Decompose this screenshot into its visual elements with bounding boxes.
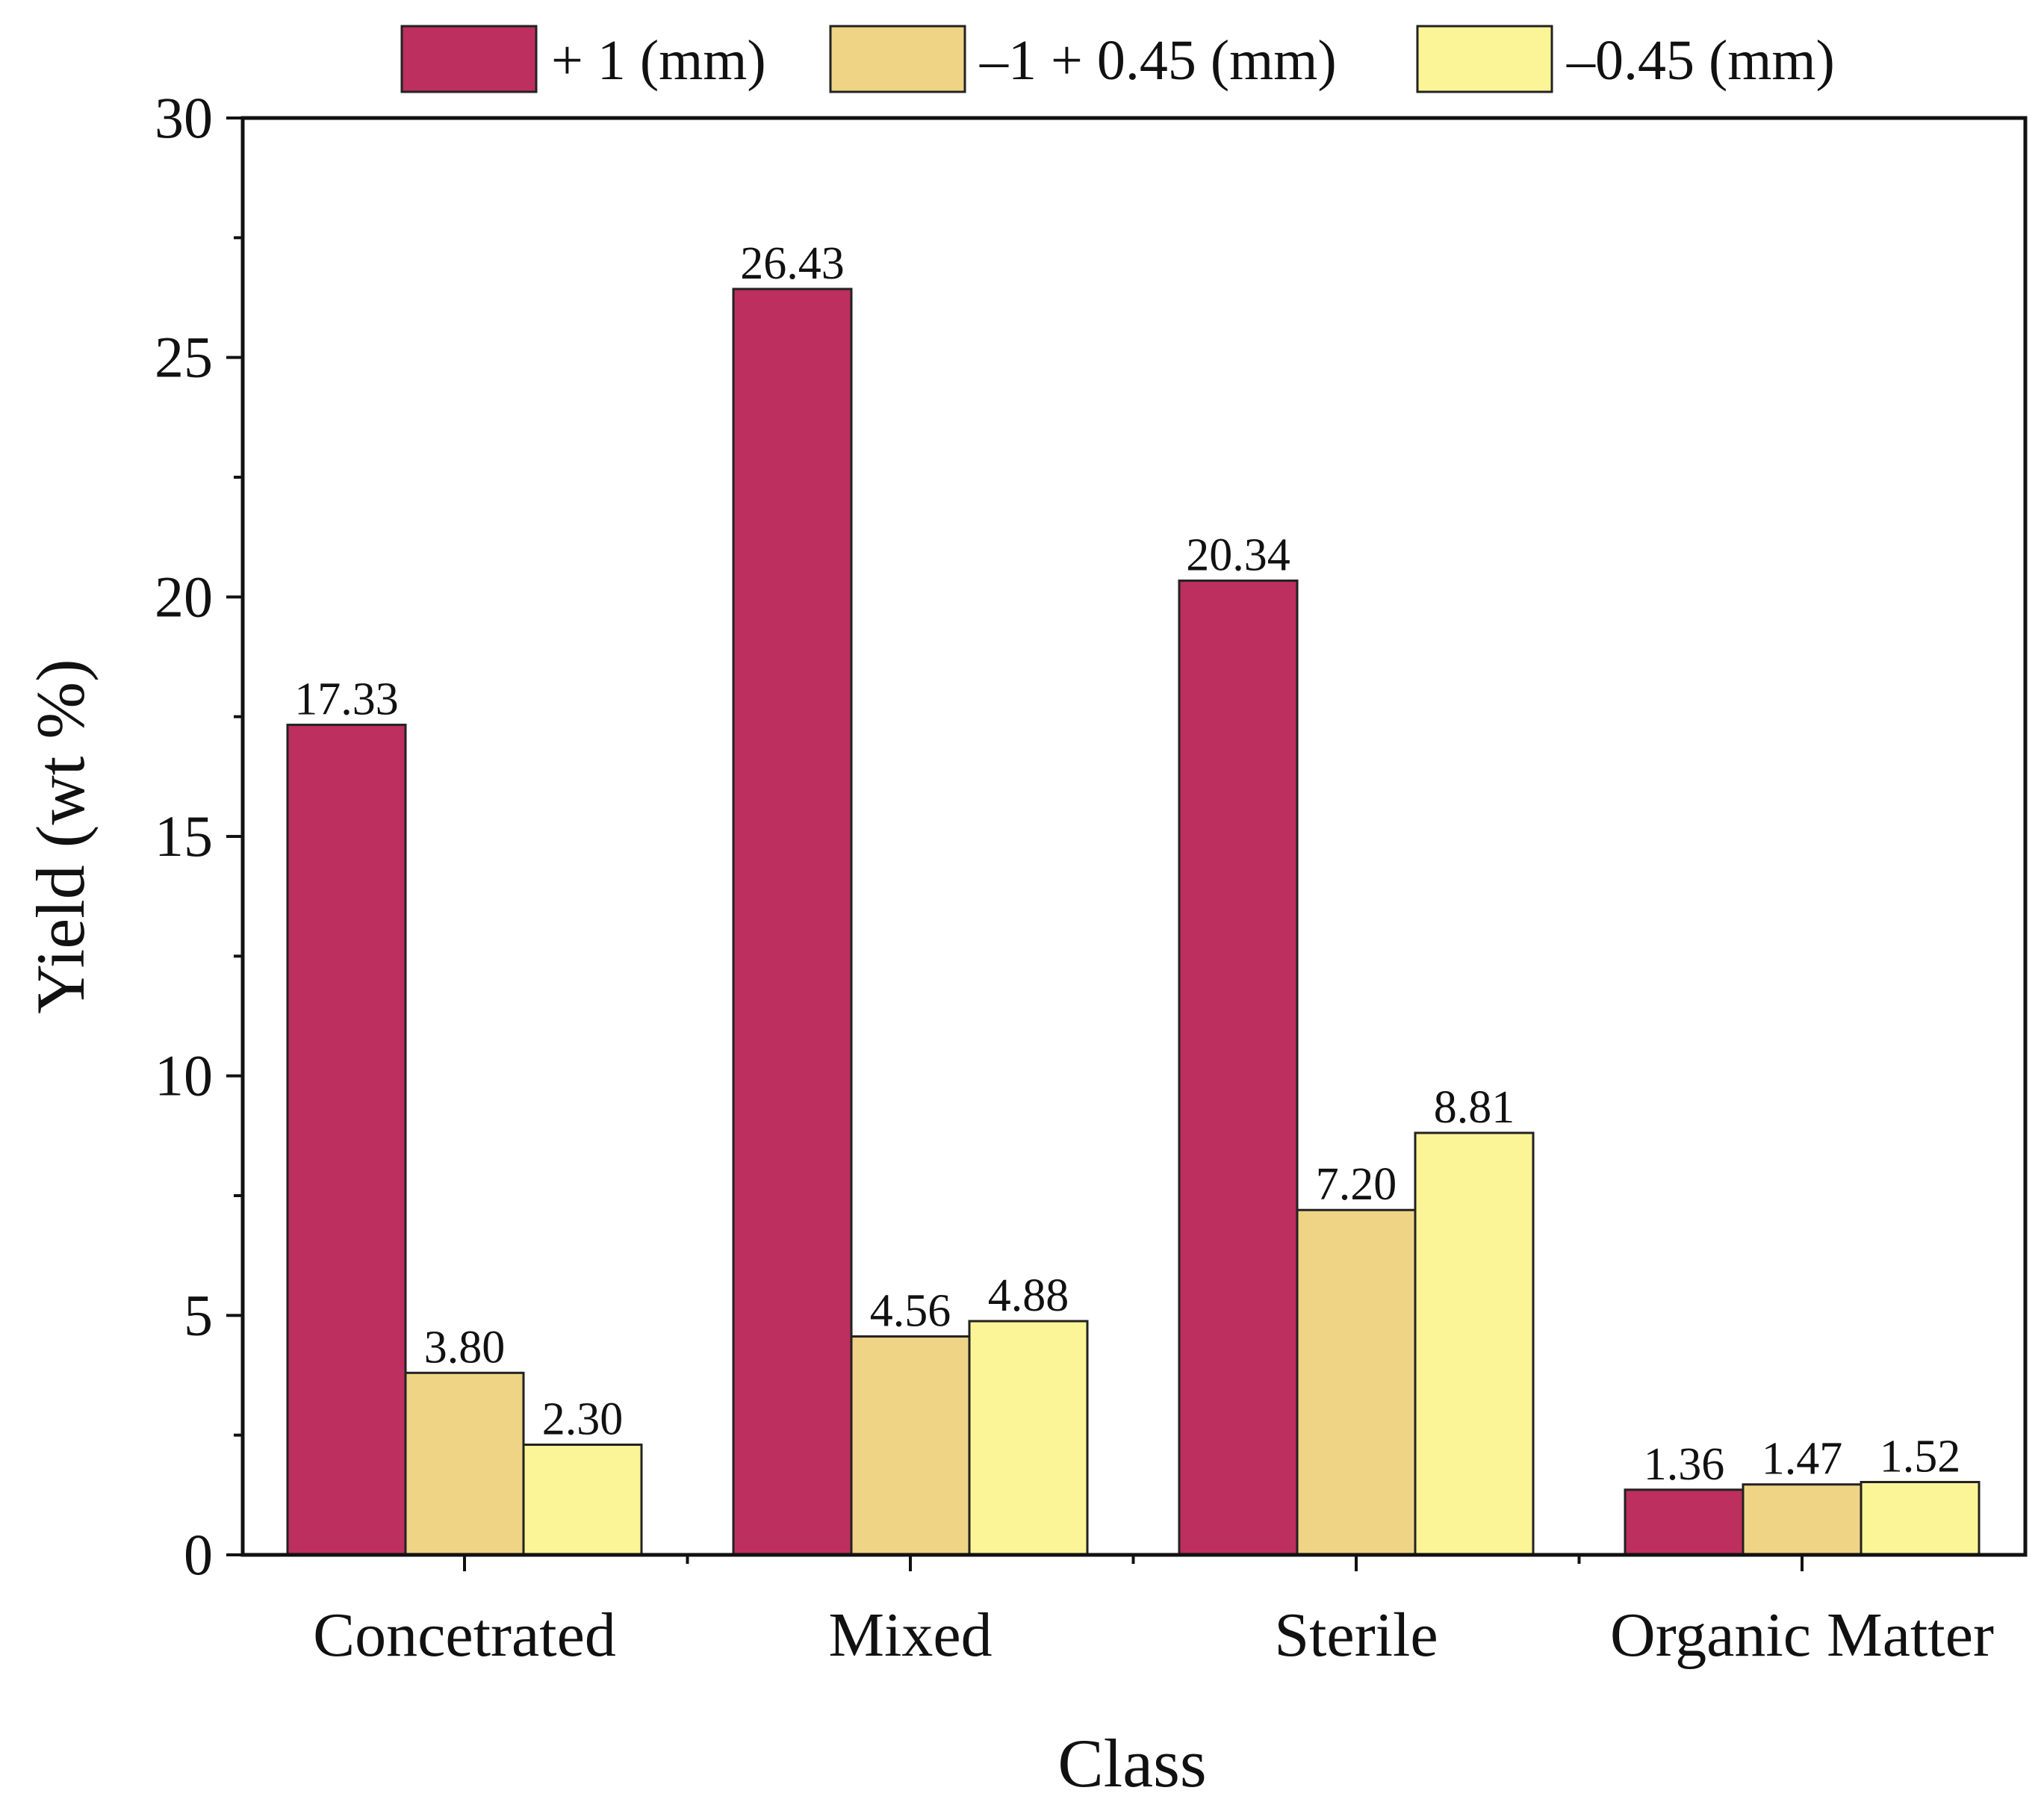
y-tick-label: 10 bbox=[155, 1043, 213, 1108]
axis-frame bbox=[240, 116, 2028, 1557]
y-tick-label: 20 bbox=[155, 564, 213, 629]
y-axis-title: Yield (wt %) bbox=[22, 659, 99, 1013]
y-tick-label: 5 bbox=[184, 1282, 213, 1347]
x-category-label: Concetrated bbox=[313, 1600, 616, 1670]
bar-value-label: 4.56 bbox=[870, 1286, 951, 1337]
legend-swatch bbox=[400, 25, 538, 93]
bar-value-label: 1.47 bbox=[1762, 1434, 1843, 1485]
y-tick-label: 15 bbox=[155, 804, 213, 869]
x-category-label: Sterile bbox=[1274, 1600, 1438, 1670]
bar-series-3 bbox=[968, 1320, 1089, 1556]
y-tick-label: 25 bbox=[155, 325, 213, 390]
bar-value-label: 4.88 bbox=[988, 1270, 1069, 1321]
x-axis: Concetrated Mixed Sterile Organic Matter bbox=[313, 1555, 1994, 1670]
bar-value-label: 7.20 bbox=[1316, 1159, 1397, 1210]
bar-series-1 bbox=[1624, 1488, 1745, 1556]
legend: + 1 (mm) –1 + 0.45 (mm) –0.45 (mm) bbox=[400, 25, 1835, 93]
bar-series-1 bbox=[732, 288, 853, 1556]
legend-label: –0.45 (mm) bbox=[1566, 29, 1835, 92]
bars bbox=[286, 288, 1981, 1556]
bar-value-label: 20.34 bbox=[1186, 530, 1290, 581]
bar-value-label: 26.43 bbox=[740, 238, 845, 289]
bar-series-2 bbox=[1742, 1483, 1863, 1556]
bar-series-1 bbox=[286, 724, 407, 1556]
bar-series-2 bbox=[404, 1371, 525, 1556]
bar-value-label: 3.80 bbox=[424, 1322, 506, 1373]
bar-series-3 bbox=[1414, 1131, 1535, 1556]
y-tick-label: 0 bbox=[184, 1522, 213, 1587]
bar-series-3 bbox=[1860, 1481, 1981, 1556]
legend-swatch bbox=[829, 25, 966, 93]
bar-value-label: 17.33 bbox=[294, 674, 399, 725]
legend-label: –1 + 0.45 (mm) bbox=[979, 29, 1337, 92]
bar-series-1 bbox=[1178, 580, 1299, 1556]
y-axis: 0 5 10 15 20 25 30 bbox=[155, 85, 243, 1587]
bar-series-2 bbox=[1296, 1208, 1417, 1556]
x-axis-title: Class bbox=[1057, 1725, 1206, 1801]
value-labels: 17.33 26.43 20.34 1.36 3.80 4.56 7.20 1.47 2.30 4… bbox=[294, 238, 1960, 1490]
x-category-label: Organic Matter bbox=[1610, 1600, 1994, 1670]
bar-value-label: 1.36 bbox=[1644, 1439, 1725, 1490]
legend-label: + 1 (mm) bbox=[551, 29, 766, 92]
x-category-label: Mixed bbox=[828, 1600, 992, 1670]
y-tick-label: 30 bbox=[155, 85, 213, 150]
bar-value-label: 1.52 bbox=[1880, 1432, 1961, 1482]
legend-swatch bbox=[1416, 25, 1553, 93]
bar-series-2 bbox=[850, 1335, 971, 1556]
bar-value-label: 2.30 bbox=[542, 1394, 624, 1444]
bar-value-label: 8.81 bbox=[1434, 1082, 1515, 1133]
bar-series-3 bbox=[522, 1443, 643, 1556]
